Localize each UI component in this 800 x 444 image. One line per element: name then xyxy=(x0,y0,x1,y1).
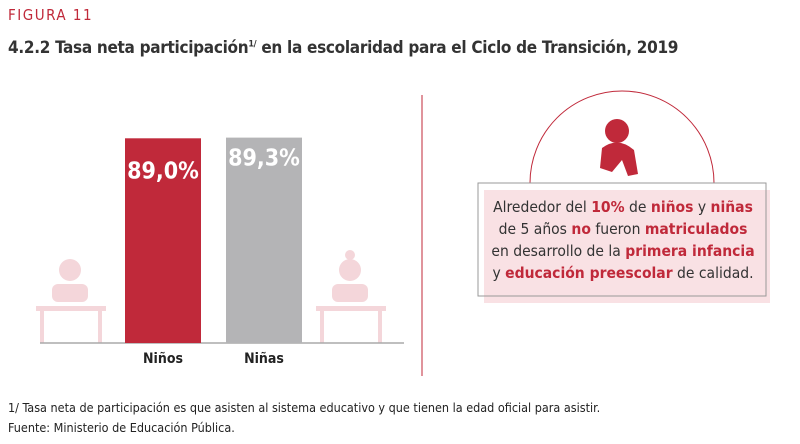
callout-segment: fueron xyxy=(590,220,645,238)
callout-segment: niños xyxy=(650,198,694,216)
callout-text: Alrededor del 10% de niños y niñas de 5 … xyxy=(490,196,756,284)
callout-segment: niñas xyxy=(710,198,753,216)
callout-segment: no xyxy=(571,220,591,238)
callout-segment: primera infancia xyxy=(625,242,755,260)
arc xyxy=(529,90,715,184)
student-icon xyxy=(316,250,386,343)
figure-label: FIGURA 11 xyxy=(8,6,94,24)
callout-segment: 10% xyxy=(591,198,625,216)
bar xyxy=(226,137,302,343)
title-text: 4.2.2 Tasa neta participación xyxy=(8,38,249,58)
student-icon xyxy=(36,259,106,343)
callout-segment: y xyxy=(693,198,711,216)
callout-segment: de 5 años xyxy=(498,220,572,238)
x-tick-label: Niños xyxy=(143,351,183,367)
title-superscript: 1/ xyxy=(248,39,257,50)
value-label: 89,0% xyxy=(127,158,199,184)
callout-segment: educación preescolar xyxy=(505,264,673,282)
callout-segment: y xyxy=(492,264,506,282)
callout-segment: en desarrollo de la xyxy=(491,242,626,260)
x-tick-label: Niñas xyxy=(244,351,284,367)
footnote: 1/ Tasa neta de participación es que asi… xyxy=(8,400,601,415)
value-label: 89,3% xyxy=(228,146,300,172)
callout-segment: matriculados xyxy=(644,220,748,238)
footnote: Fuente: Ministerio de Educación Pública. xyxy=(8,420,235,435)
callout-segment: de xyxy=(624,198,651,216)
title-text: en la escolaridad para el Ciclo de Trans… xyxy=(256,38,679,58)
callout-box xyxy=(477,182,767,297)
bar xyxy=(125,138,201,343)
title: 4.2.2 Tasa neta participación1/ en la es… xyxy=(8,38,678,58)
callout-segment: Alrededor del xyxy=(493,198,592,216)
child-icon xyxy=(600,119,638,176)
callout-segment: de calidad. xyxy=(672,264,754,282)
callout-shadow xyxy=(484,190,770,303)
